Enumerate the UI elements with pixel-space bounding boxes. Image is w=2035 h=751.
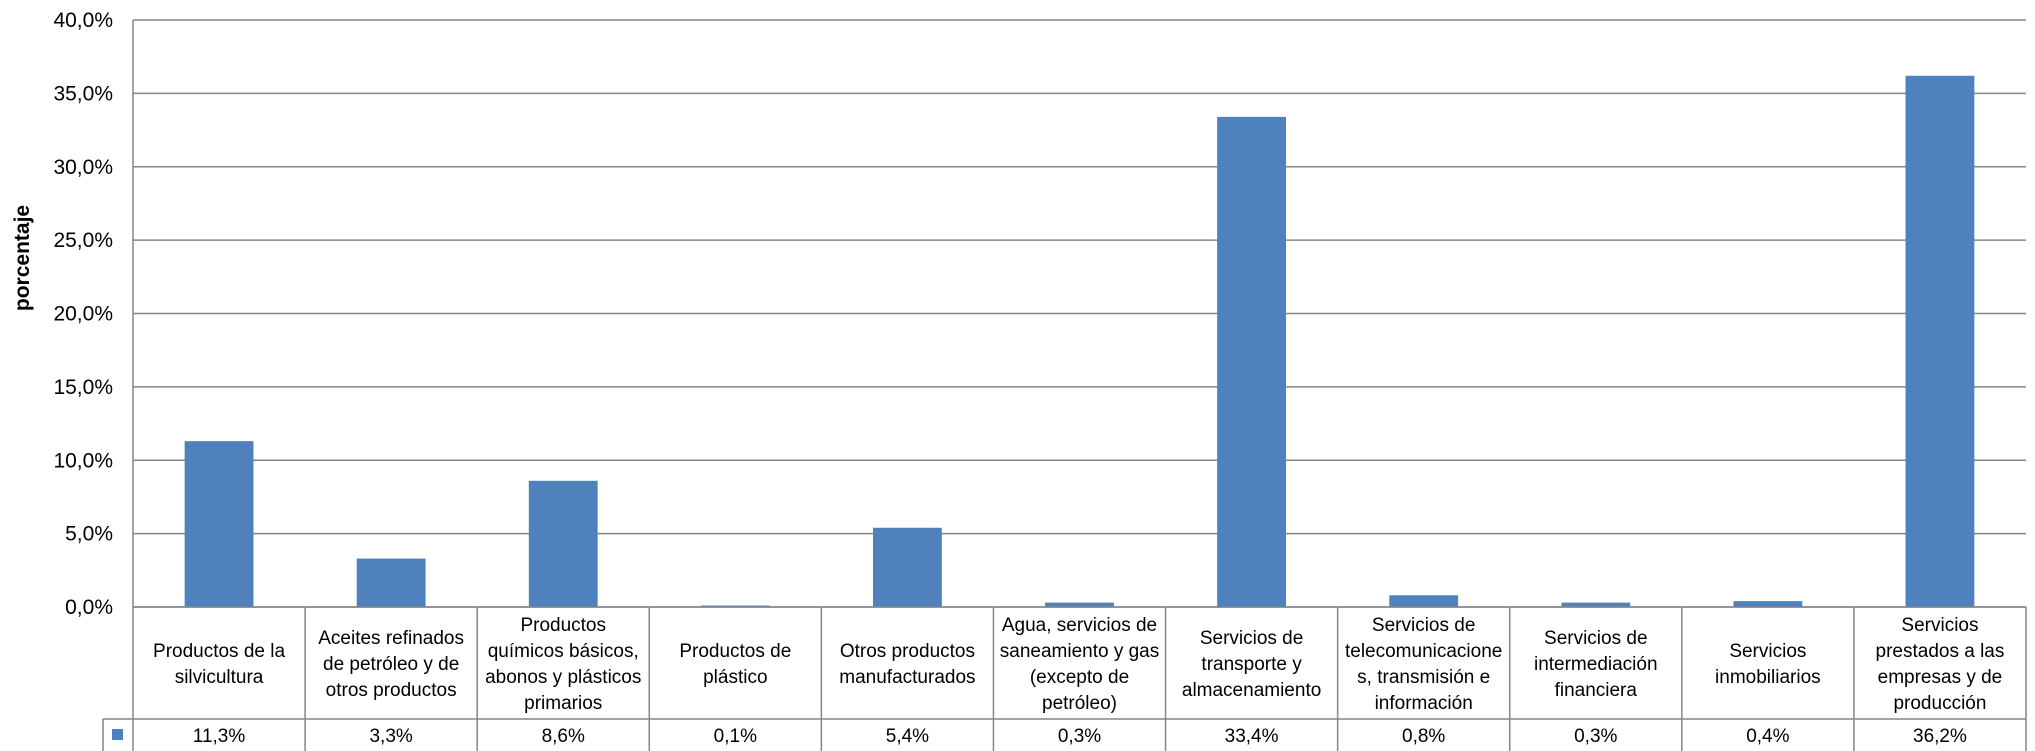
category-label: Servicios de [1372,615,1476,636]
category-label: Servicios de [1200,628,1304,649]
data-value-label: 8,6% [542,726,585,747]
y-axis: 0,0% 5,0% 10,0% 15,0% 20,0% 25,0% 30,0% 35,0% 40… [53,9,134,619]
bar [528,480,598,607]
category-label: silvicultura [175,667,264,688]
data-value-label: 0,3% [1058,726,1101,747]
bar [872,527,942,607]
data-value-label: 0,1% [714,726,757,747]
category-label: (excepto de [1030,667,1129,688]
category-label: Servicios de [1544,628,1648,649]
category-label: producción [1893,693,1986,714]
bar [1733,601,1803,607]
category-label: Productos de [679,641,791,662]
bar [1389,595,1459,607]
data-value-label: 33,4% [1225,726,1279,747]
category-label: transporte y [1201,654,1302,675]
y-tick-label: 5,0% [65,523,113,546]
y-tick-label: 30,0% [53,156,113,179]
category-label: saneamiento y gas [1000,641,1160,662]
bar [1217,116,1287,607]
data-table: Productos de la silvicultura Aceites refin… [102,606,2027,751]
data-value-label: 0,8% [1402,726,1445,747]
category-label: s, transmisión e [1357,667,1490,688]
y-tick-label: 15,0% [53,376,113,399]
data-value-label: 0,4% [1746,726,1789,747]
category-label: prestados a las [1876,641,2005,662]
category-label: inmobiliarios [1715,667,1821,688]
category-label: Aceites refinados [318,628,464,649]
y-tick-label: 0,0% [65,596,113,619]
category-label: almacenamiento [1182,680,1321,701]
data-value-label: 36,2% [1913,726,1967,747]
bar [356,558,426,607]
data-value-label: 5,4% [886,726,929,747]
y-tick-label: 35,0% [53,82,113,105]
category-label: plástico [703,667,767,688]
category-label: Servicios [1729,641,1806,662]
data-value-label: 11,3% [193,726,246,747]
bar [1905,75,1975,607]
category-label: primarios [524,693,602,714]
y-tick-label: 40,0% [53,9,113,32]
category-label: petróleo) [1042,693,1117,714]
bar [1045,602,1114,607]
y-tick-label: 10,0% [53,449,113,472]
category-label: empresas y de [1878,667,2003,688]
y-axis-label: porcentaje [11,205,34,311]
category-label: financiera [1555,680,1638,701]
category-label: intermediación [1534,654,1658,675]
category-label: Agua, servicios de [1002,615,1157,636]
category-label: de petróleo y de [323,654,459,675]
category-label: Otros productos [840,641,975,662]
gridlines [133,19,2026,608]
category-label: manufacturados [839,667,975,688]
bar [1561,602,1631,607]
data-value-label: 0,3% [1574,726,1617,747]
category-label: Servicios [1901,615,1978,636]
y-tick-label: 25,0% [53,229,113,252]
category-label: abonos y plásticos [485,667,641,688]
data-value-label: 3,3% [369,726,412,747]
category-label: químicos básicos, [488,641,639,662]
category-label: Productos de la [153,641,285,662]
category-label: Productos [520,615,606,636]
bar [184,441,254,607]
bars [184,75,1975,607]
category-label: otros productos [326,680,457,701]
category-label: información [1375,693,1473,714]
category-label: telecomunicacione [1345,641,1502,662]
legend-key [112,729,123,740]
y-tick-label: 20,0% [53,303,113,326]
